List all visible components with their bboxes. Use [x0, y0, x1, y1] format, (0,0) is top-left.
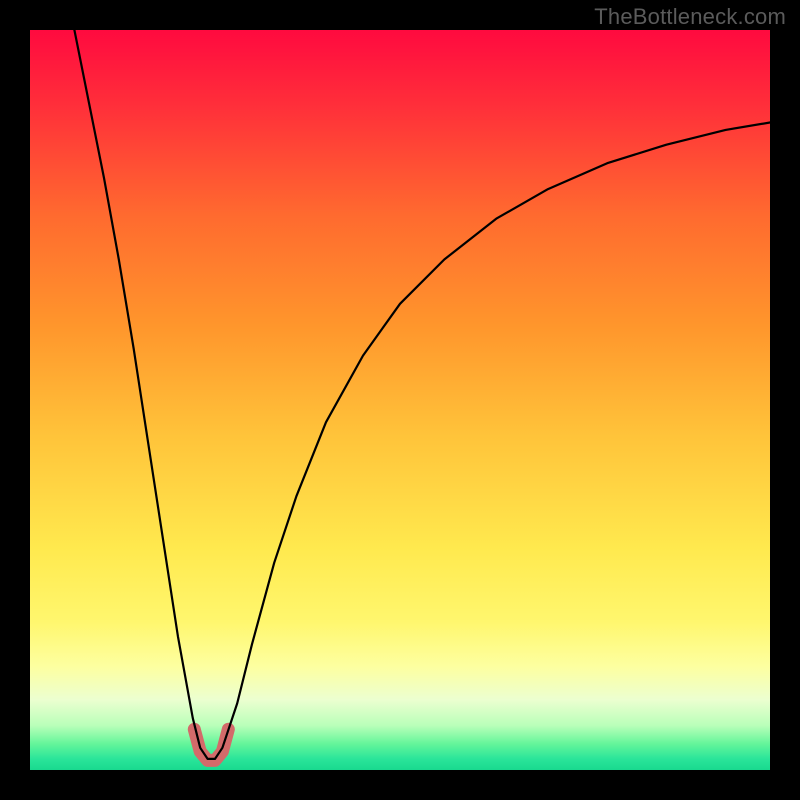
- chart-frame: TheBottleneck.com: [0, 0, 800, 800]
- curve-layer: [30, 30, 770, 770]
- plot-area: [30, 30, 770, 770]
- bottleneck-curve: [74, 30, 770, 759]
- watermark-text: TheBottleneck.com: [594, 4, 786, 30]
